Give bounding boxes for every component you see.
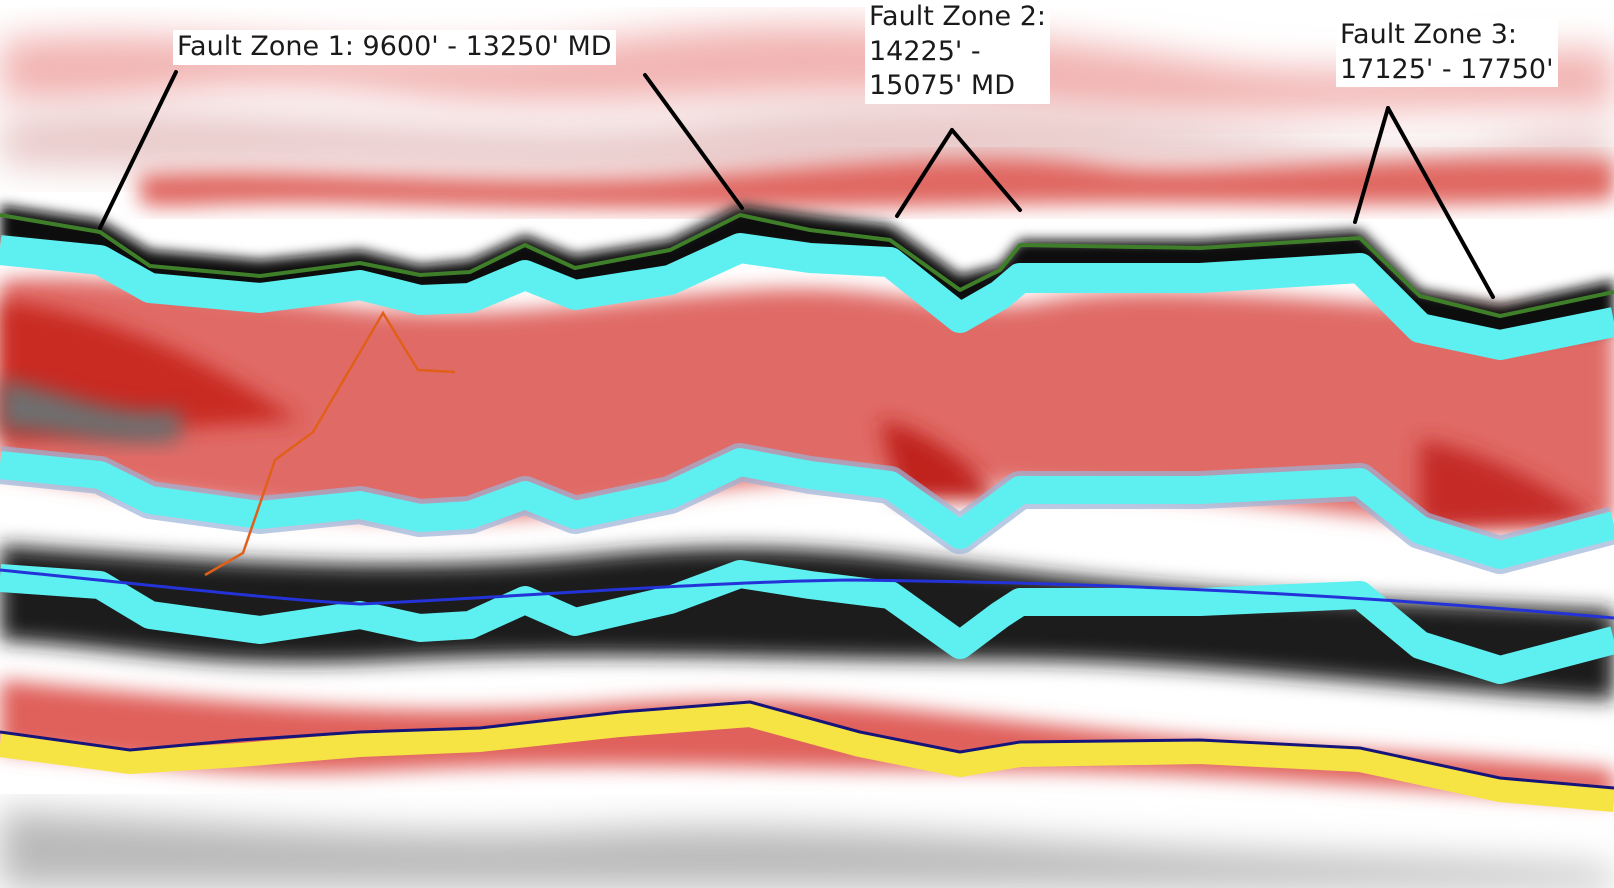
well-path-line (0, 568, 1614, 620)
yellow-horizon (0, 703, 1614, 812)
fault-zone-1-leader-left (98, 70, 178, 230)
fault-zone-2-leader-right (950, 128, 1022, 212)
fault-zone-2-leader-left (895, 128, 954, 218)
fault-zone-3-label: Fault Zone 3: 17125' - 17750' (1336, 18, 1558, 88)
black-trough (0, 205, 1614, 345)
fault-zone-3-label-line: Fault Zone 3: (1340, 19, 1517, 50)
fault-zone-2-label-line: Fault Zone 2: (869, 1, 1046, 32)
cyan-horizons (0, 233, 1614, 684)
fault-zone-2-label-line: 15075' MD (869, 70, 1015, 102)
navy-horizon-line (0, 700, 1614, 790)
fault-zone-1-leader-right (643, 73, 744, 210)
fault-zone-2-label-line: 14225' - (869, 35, 981, 67)
green-horizon (0, 213, 1614, 318)
orange-trace-line (204, 310, 456, 577)
fault-zone-1-label-line: Fault Zone 1: 9600' - 13250' MD (177, 31, 612, 62)
fault-zone-3-label-line: 17125' - 17750' (1340, 53, 1554, 85)
fault-zone-3-leader-right (1386, 106, 1495, 299)
fault-zone-2-label: Fault Zone 2: 14225' - 15075' MD (865, 0, 1050, 104)
fault-zone-3-leader-left (1353, 106, 1390, 224)
fault-zone-1-label: Fault Zone 1: 9600' - 13250' MD (173, 30, 616, 65)
